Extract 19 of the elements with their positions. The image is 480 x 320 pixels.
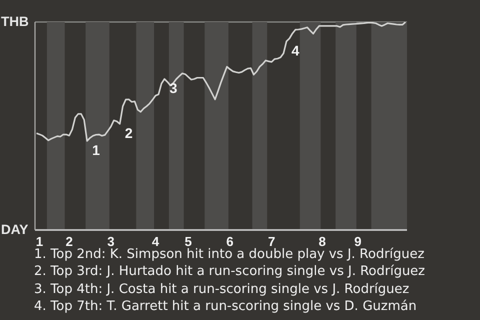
annotation: 4 (291, 42, 300, 58)
x-tick-label: 8 (318, 234, 326, 250)
x-tick-label: 1 (36, 234, 44, 250)
text: 2. Top 3rd: J. Hurtado hit a run-scoring single vs J. Rodríguez (34, 263, 426, 281)
annotation: 2 (124, 124, 133, 141)
text: 4. Top 7th: T. Garrett hit a run-scoring single vs D. Guzmán (34, 298, 418, 316)
text: DAY (1, 221, 28, 239)
annotation: 1 (92, 142, 100, 158)
text: 1. Top 2nd: K. Simpson hit into a double play vs J. Rodríguez (34, 246, 426, 264)
x-tick-label: 9 (354, 234, 362, 250)
x-tick-label: 4 (152, 234, 160, 250)
x-tick-label: 6 (226, 234, 234, 250)
x-tick-label: 2 (66, 234, 73, 250)
text: 3. Top 4th: J. Costa hit a run-scoring single vs J. Rodríguez (34, 280, 410, 298)
x-tick-label: 5 (184, 234, 192, 250)
x-tick-label: 7 (268, 234, 276, 250)
annotation: 3 (169, 80, 178, 96)
x-tick-label: 3 (107, 234, 115, 250)
text: THB (1, 13, 29, 31)
